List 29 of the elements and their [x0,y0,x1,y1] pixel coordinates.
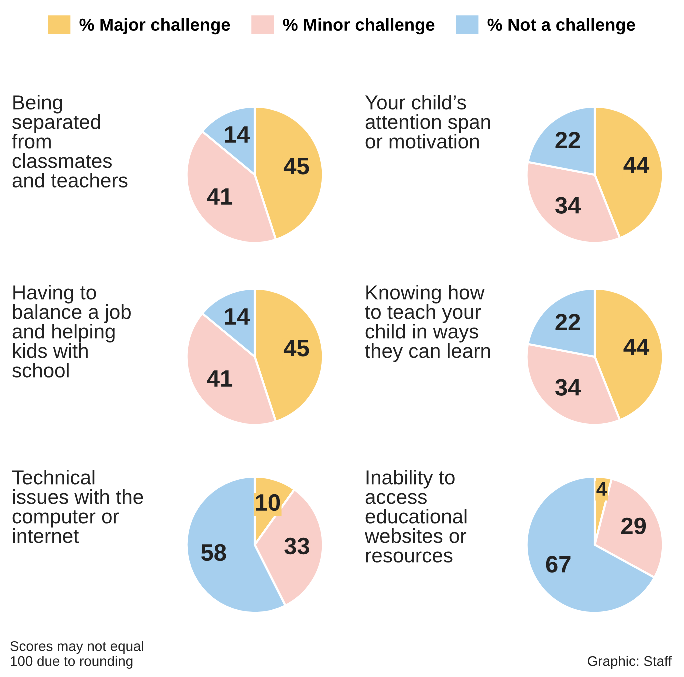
data-label: 34 [555,197,582,214]
legend-label: % Major challenge [80,18,230,35]
data-label: 33 [284,538,310,555]
text: Inability to access educational websites or resources [364,470,467,563]
data-label: 10 [256,494,280,512]
text: Being separated from classmates and teachers [12,95,128,188]
text: Having to balance a job and helping kids with school [12,285,131,378]
data-label: 14 [225,308,250,325]
data-label: 58 [201,544,226,562]
text: Technical issues with the computer or internet [12,470,144,544]
data-label: 44 [624,156,650,174]
data-label: 41 [207,370,233,387]
data-label: 45 [284,340,310,357]
legend-label: % Minor challenge [283,18,435,35]
text: Graphic: Staff [588,656,672,669]
legend-label: % Not a challenge [488,18,636,35]
data-label: 34 [555,379,582,396]
data-label: 22 [556,132,580,149]
data-label: 29 [621,518,646,535]
data-label: 41 [207,188,233,205]
data-label: 22 [556,314,580,331]
text: Scores may not equal 100 due to rounding [10,641,144,669]
data-label: 45 [284,158,310,175]
data-label: 44 [624,338,650,356]
text: Knowing how to teach your child in ways they can learn [365,285,490,362]
data-label: 4 [596,482,608,496]
data-label: 67 [546,556,571,573]
data-label: 14 [225,126,250,143]
chart-title: Your child’s attention span or motivation [365,95,490,149]
